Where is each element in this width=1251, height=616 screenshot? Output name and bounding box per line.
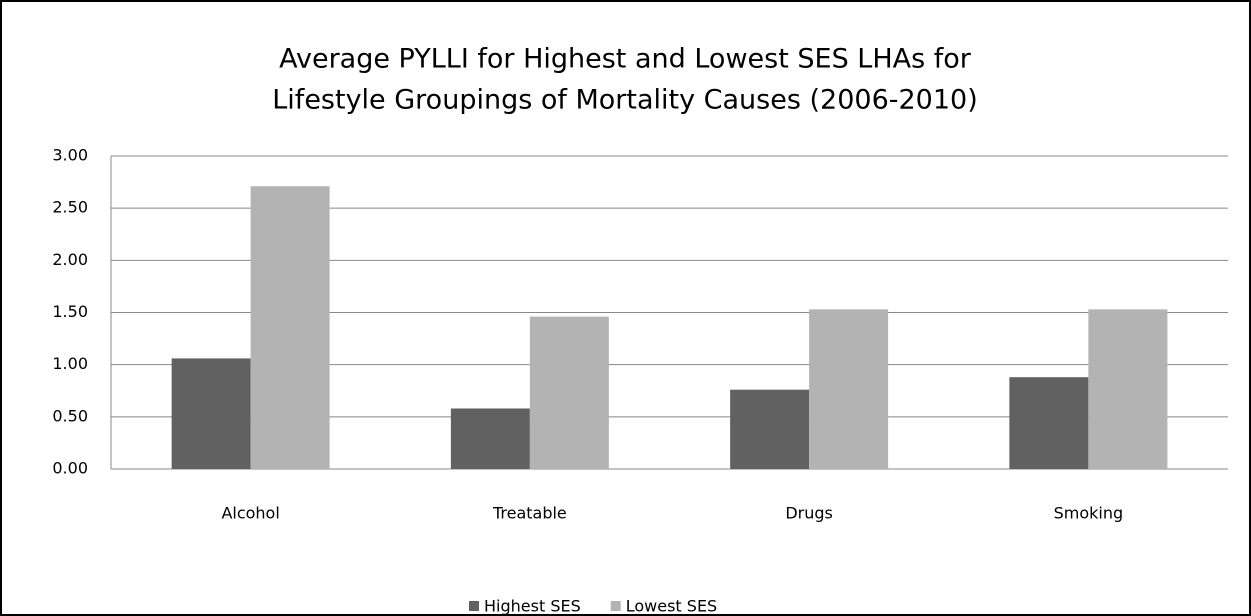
bar xyxy=(730,389,810,469)
y-tick-label: 2.00 xyxy=(52,250,88,269)
x-tick-label: Alcohol xyxy=(221,504,279,523)
x-tick-label: Drugs xyxy=(785,504,833,523)
y-tick-label: 2.50 xyxy=(52,198,88,217)
y-tick-label: 3.00 xyxy=(52,146,88,165)
y-tick-label: 0.50 xyxy=(52,406,88,425)
legend-label: Lowest SES xyxy=(626,597,717,616)
chart-title: Average PYLLI for Highest and Lowest SES… xyxy=(279,44,972,75)
legend-label: Highest SES xyxy=(484,597,581,616)
bar xyxy=(1088,309,1168,469)
bar xyxy=(450,408,530,469)
y-tick-label: 0.00 xyxy=(52,459,88,478)
bar xyxy=(250,186,330,470)
bar xyxy=(529,316,609,469)
bar xyxy=(1009,377,1089,469)
bar xyxy=(171,358,251,469)
chart-title: Lifestyle Groupings of Mortality Causes … xyxy=(272,85,977,116)
legend-swatch xyxy=(469,601,479,611)
y-tick-label: 1.50 xyxy=(52,302,88,321)
bar xyxy=(809,309,889,469)
x-tick-label: Smoking xyxy=(1054,504,1124,523)
y-tick-label: 1.00 xyxy=(52,354,88,373)
legend-swatch xyxy=(610,601,621,611)
x-tick-label: Treatable xyxy=(492,504,567,523)
